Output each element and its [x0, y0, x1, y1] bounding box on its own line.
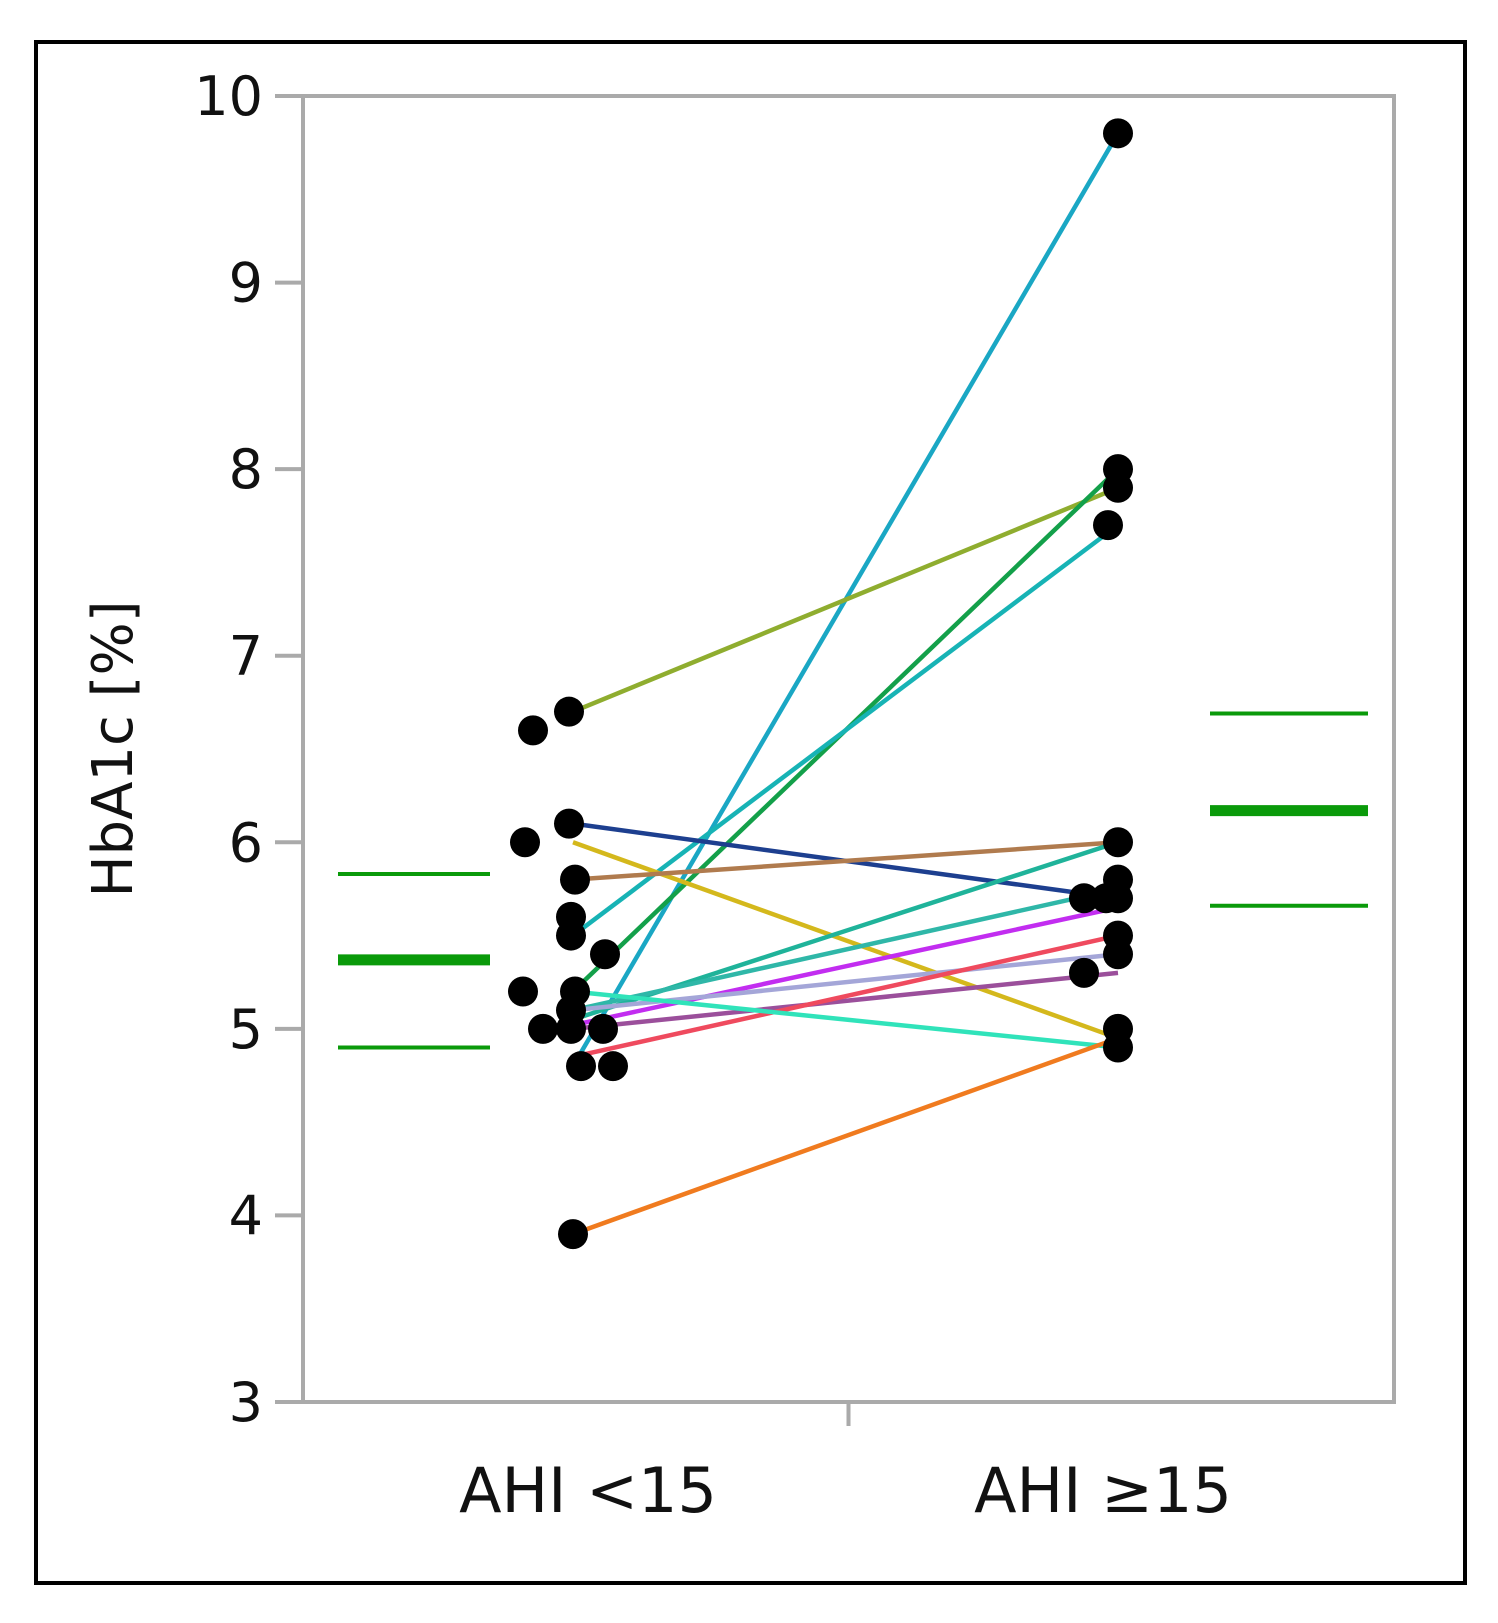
y-tick-label: 8 [229, 438, 263, 501]
y-tick-label: 3 [229, 1371, 263, 1434]
data-point [528, 1013, 558, 1044]
data-point [1103, 883, 1133, 914]
data-point [508, 976, 538, 1007]
data-point [566, 1051, 596, 1082]
y-tick-label: 9 [229, 252, 263, 315]
data-point [554, 808, 584, 839]
x-category-label: AHI ≥15 [974, 1454, 1232, 1527]
summary-lines [338, 711, 1368, 1050]
data-point [590, 939, 620, 970]
data-point [558, 1219, 588, 1250]
y-tick-label: 10 [194, 65, 263, 128]
chart: 3 4 5 6 7 8 9 10 AHI <15 AHI ≥15 HbA1c [%] [81, 65, 1396, 1527]
y-tick-label: 6 [229, 811, 263, 874]
data-point [560, 864, 590, 895]
data-point [556, 920, 586, 951]
plot-area-border [301, 94, 1396, 1404]
pair-line [572, 840, 1119, 882]
data-point [554, 696, 584, 727]
data-point [518, 715, 548, 746]
data-point [1103, 827, 1133, 858]
pair-line [572, 485, 1119, 714]
x-axis: AHI <15 AHI ≥15 [459, 1402, 1232, 1527]
data-point [1103, 472, 1133, 503]
y-tick-label: 5 [229, 998, 263, 1061]
pair-line [572, 970, 1119, 1032]
data-points [508, 118, 1133, 1250]
y-tick-label: 7 [229, 625, 263, 688]
data-point [510, 827, 540, 858]
pair-line [572, 886, 1119, 1013]
figure-frame: 3 4 5 6 7 8 9 10 AHI <15 AHI ≥15 HbA1c [%] [34, 40, 1467, 1585]
data-point [1103, 939, 1133, 970]
data-point [556, 1013, 586, 1044]
x-category-label: AHI <15 [459, 1454, 717, 1527]
data-point [1069, 883, 1099, 914]
data-point [588, 1013, 618, 1044]
pair-line [572, 989, 1119, 1050]
pair-line [571, 523, 1120, 938]
y-axis-label: HbA1c [%] [81, 600, 146, 897]
data-point [598, 1051, 628, 1082]
y-tick-label: 4 [229, 1184, 263, 1247]
data-point [1103, 1032, 1133, 1063]
pair-line [572, 933, 1119, 1060]
pair-line [572, 1036, 1119, 1237]
pair-line [572, 905, 1119, 1028]
y-axis: 3 4 5 6 7 8 9 10 [194, 65, 1396, 1434]
pair-lines [571, 132, 1120, 1237]
data-point [1093, 510, 1123, 541]
data-point [1069, 957, 1099, 988]
data-point [1103, 118, 1133, 149]
